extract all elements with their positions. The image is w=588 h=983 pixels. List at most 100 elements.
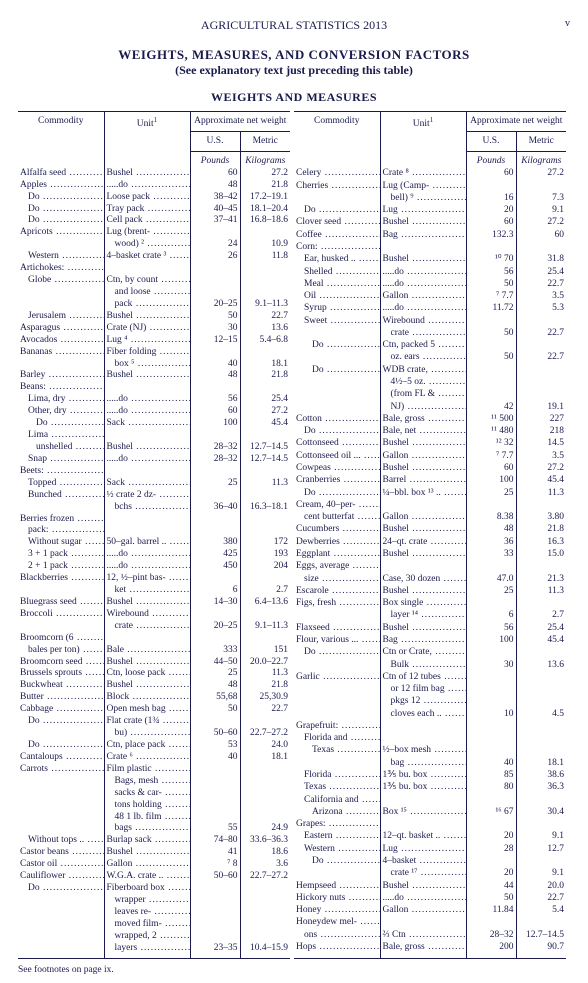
table-row: CeleryCrate ⁸6027.2 [294,168,566,180]
table-row: bell) ⁹167.3 [294,192,566,204]
table-row: Beets: [18,465,290,477]
commodity-label: Lima [28,430,48,440]
unit-label: NJ) [391,402,405,412]
table-row: crate ¹⁷209.1 [294,868,566,880]
metric-value [240,716,290,728]
table-row: Brussels sproutsCtn, loose pack2511.3 [18,668,290,680]
commodity-label: unshelled [36,442,72,452]
us-value [190,573,240,585]
metric-value: 9.1–11.3 [240,620,290,632]
table-row: WesternLug2812.7 [294,843,566,855]
metric-value: 21.8 [240,370,290,382]
metric-value: 21.8 [516,524,566,536]
unit-label: 4½–5 oz. [391,377,426,387]
unit-label: Bushel [107,442,133,452]
metric-value: 9.1 [516,831,566,843]
us-value [190,632,240,644]
metric-value: 5.4 [516,905,566,917]
table-row: Honeydew mel- [294,917,566,929]
unit-label: Bushel [383,254,409,264]
metric-value [240,465,290,477]
table-row: CherriesLug (Camp- [294,180,566,192]
table-row: Florida and [294,733,566,745]
table-row: Lima, dry.....do5625.4 [18,394,290,406]
commodity-label: Figs, fresh [296,598,336,608]
unit-label: 4–basket [383,856,417,866]
metric-value: 16.3 [516,536,566,548]
table-row: wood) ²2410.9 [18,239,290,251]
us-value: ⁷ 8 [190,859,240,871]
us-value [466,720,516,732]
unit-label: .....do [107,180,128,190]
commodity-label: Do [28,204,40,214]
commodity-label: Bluegrass seed [20,597,77,607]
commodity-label: Hickory nuts [296,893,345,903]
commodity-label: Berries frozen [20,514,74,524]
metric-value: 22.7 [516,892,566,904]
commodity-label: size [304,574,319,584]
us-value: 11.84 [466,905,516,917]
unit-label: Bale, net [383,426,417,436]
unit-label: Bags, mesh [115,776,159,786]
us-value [190,346,240,358]
commodity-label: Other, dry [28,406,67,416]
table-row: Florida1⅗ bu. box8538.6 [294,770,566,782]
metric-value: 31.8 [516,254,566,266]
col-unit: Unit1 [104,112,190,152]
metric-unit-hdr: Kilograms [516,151,566,167]
metric-value: 22.7 [516,352,566,364]
us-value [190,716,240,728]
commodity-label: Lima, dry [28,394,65,404]
commodity-label: Grapes: [296,819,326,829]
unit-label: Gallon [383,512,409,522]
unit-label: bchs [115,502,132,512]
table-row: ApricotsLug (brent- [18,227,290,239]
table-row: Meal.....do5022.7 [294,278,566,290]
us-value [466,340,516,352]
us-value [190,930,240,942]
us-value: 100 [190,418,240,430]
us-value: 14–30 [190,596,240,608]
us-value [190,275,240,287]
us-value: 28 [466,843,516,855]
unit-label: Bushel [107,168,133,178]
unit-label: Bushel [383,438,409,448]
us-value: 132.3 [466,229,516,241]
us-value: 6 [190,585,240,597]
table-row: unshelledBushel28–3212.7–14.5 [18,441,290,453]
table-row: CottonBale, gross¹¹ 500227 [294,413,566,425]
us-value [466,377,516,389]
unit-label: Ctn, packed 5 [383,340,436,350]
unit-label: .....do [107,549,128,559]
us-value: 100 [466,475,516,487]
metric-value: 27.2 [240,406,290,418]
unit-label: cloves each .. [391,709,442,719]
commodity-label: Do [312,365,324,375]
metric-value [240,227,290,239]
table-row: Beans: [18,382,290,394]
unit-label: Bushel [383,524,409,534]
commodity-label: Castor oil [20,859,57,869]
table-row: bchs36–4016.3–18.1 [18,501,290,513]
unit-label: or 12 film bag [391,684,445,694]
table-row: FlaxseedBushel5625.4 [294,622,566,634]
metric-value: 11.3 [240,477,290,489]
metric-value: 11.3 [240,668,290,680]
page-title: WEIGHTS, MEASURES, AND CONVERSION FACTOR… [18,47,570,63]
unit-label: Box ¹⁵ [383,807,407,817]
table-row: CauliflowerW.G.A. crate ..50–6022.7–27.2 [18,871,290,883]
metric-value: 27.2 [516,217,566,229]
table-row: NJ)4219.1 [294,401,566,413]
metric-value: 9.1 [516,868,566,880]
metric-value: 22.7 [516,278,566,290]
unit-label: Tray pack [107,204,145,214]
metric-value: 22.7 [516,327,566,339]
col-approx: Approximate net weight [190,112,290,132]
commodity-label: Cranberries [296,475,340,485]
metric-value [240,811,290,823]
metric-value: 20.0–22.7 [240,656,290,668]
us-value: 38–42 [190,191,240,203]
commodity-label: Brussels sprouts [20,668,82,678]
table-row: DoLug209.1 [294,205,566,217]
table-row: JerusalemBushel5022.7 [18,310,290,322]
